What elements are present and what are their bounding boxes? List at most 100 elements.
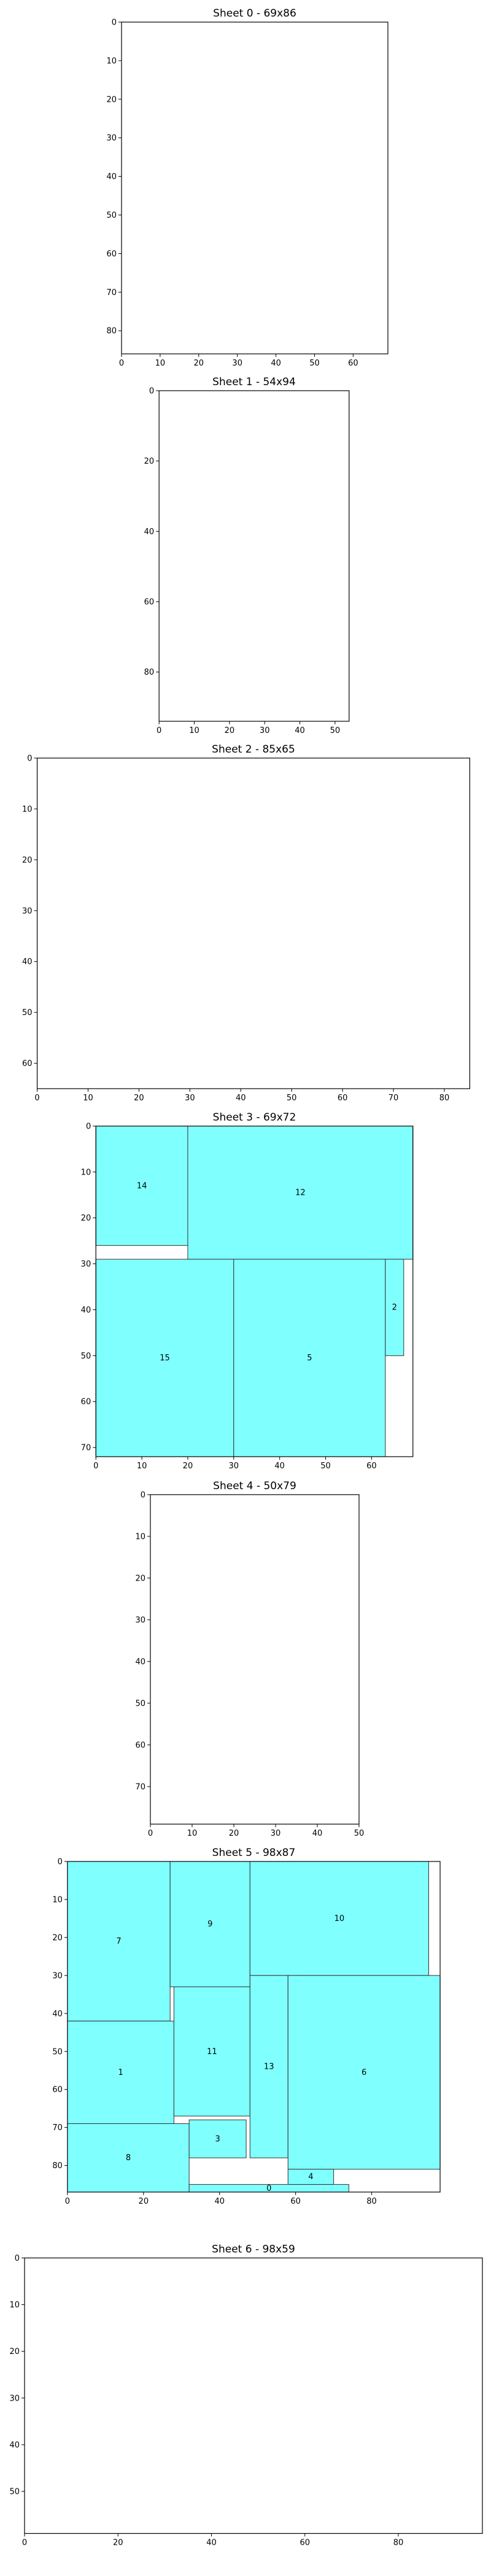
sheet-plot-0: Sheet 0 - 69x86 0 10 20 30 40 50 60 0 10 20 30 40 50 6… (106, 7, 389, 368)
y-tick-label: 70 (106, 288, 117, 297)
x-tick-label: 20 (139, 2197, 149, 2206)
x-tick-label: 30 (232, 359, 242, 368)
piece-label: 2 (392, 1303, 397, 1313)
sheet-plot-4: Sheet 4 - 50x79 0 10 20 30 40 50 0 10 20 30 40 50 60 7… (135, 1480, 364, 1838)
sheet-plot-6: Sheet 6 - 98x59 0 20 40 60 80 0 10 20 30 40 50 (9, 2243, 483, 2548)
piece-label: 10 (334, 1914, 345, 1923)
y-tick-label: 50 (106, 211, 117, 220)
y-tick-label: 0 (149, 387, 154, 396)
y-tick-label: 10 (135, 1532, 145, 1541)
y-tick-label: 80 (52, 2161, 63, 2171)
y-tick-label: 30 (81, 1260, 91, 1269)
y-tick-label: 70 (135, 1782, 145, 1792)
piece-label: 12 (295, 1189, 306, 1198)
sheet-frame (24, 2257, 483, 2534)
x-tick-label: 20 (183, 1462, 193, 1471)
y-tick-label: 0 (15, 2254, 20, 2263)
y-tick-label: 20 (144, 457, 155, 466)
x-tick-label: 10 (83, 1094, 93, 1103)
y-tick-label: 60 (52, 2085, 63, 2095)
x-tick-label: 60 (348, 359, 358, 368)
y-tick-label: 70 (81, 1444, 91, 1453)
sheet-title: Sheet 2 - 85x65 (212, 743, 295, 756)
x-tick-label: 30 (271, 1829, 281, 1838)
x-tick-label: 0 (157, 726, 161, 735)
y-tick-label: 10 (22, 805, 33, 814)
y-tick-label: 60 (81, 1398, 91, 1407)
y-tick-label: 40 (106, 172, 117, 182)
piece-label: 9 (207, 1920, 212, 1929)
x-tick-label: 10 (189, 726, 199, 735)
x-tick-label: 40 (312, 1829, 323, 1838)
y-tick-label: 0 (112, 18, 117, 28)
sheet-title: Sheet 4 - 50x79 (213, 1480, 296, 1492)
x-tick-label: 80 (439, 1094, 450, 1103)
x-tick-label: 0 (148, 1829, 153, 1838)
y-tick-label: 30 (22, 907, 33, 916)
sheet-title: Sheet 0 - 69x86 (213, 7, 296, 20)
x-tick-label: 0 (22, 2539, 27, 2548)
y-tick-label: 50 (9, 2488, 20, 2497)
x-tick-label: 30 (260, 726, 270, 735)
x-tick-label: 20 (225, 726, 235, 735)
x-tick-label: 20 (113, 2539, 123, 2548)
x-tick-label: 30 (185, 1094, 195, 1103)
piece-rect (187, 1125, 414, 1260)
y-tick-label: 50 (22, 1008, 33, 1018)
y-tick-label: 30 (135, 1616, 145, 1625)
x-tick-label: 50 (330, 726, 341, 735)
sheet-frame (158, 390, 350, 722)
x-tick-label: 50 (354, 1829, 365, 1838)
y-tick-label: 10 (106, 56, 117, 66)
piece-rect (287, 1975, 441, 2170)
x-tick-label: 10 (155, 359, 166, 368)
x-tick-label: 40 (206, 2539, 217, 2548)
piece-label: 6 (361, 2068, 366, 2077)
sheet-title: Sheet 1 - 54x94 (212, 376, 296, 388)
sheet-frame (67, 1861, 441, 2193)
x-tick-label: 20 (134, 1094, 144, 1103)
x-tick-label: 40 (214, 2197, 225, 2206)
x-tick-label: 60 (300, 2539, 310, 2548)
piece-rect (173, 1986, 250, 2117)
y-tick-label: 40 (135, 1657, 145, 1666)
piece-rect (385, 1259, 404, 1356)
x-tick-label: 10 (137, 1462, 147, 1471)
sheet-plot-1: Sheet 1 - 54x94 0 10 20 30 40 50 0 20 40 60 80 (144, 376, 350, 735)
piece-label: 8 (126, 2153, 131, 2163)
x-tick-label: 40 (271, 359, 281, 368)
piece-label: 1 (118, 2068, 123, 2077)
sheet-title: Sheet 3 - 69x72 (213, 1111, 296, 1124)
y-tick-label: 60 (22, 1059, 33, 1068)
x-tick-label: 30 (229, 1462, 239, 1471)
y-tick-label: 20 (135, 1574, 145, 1583)
piece-label: 13 (264, 2063, 274, 2072)
sheet-frame (150, 1494, 360, 1825)
piece-label: 7 (116, 1937, 121, 1946)
x-tick-label: 60 (366, 1462, 377, 1471)
y-tick-label: 20 (106, 95, 117, 104)
y-tick-label: 20 (9, 2347, 20, 2356)
y-tick-label: 50 (135, 1699, 145, 1708)
y-tick-label: 50 (52, 2047, 63, 2057)
y-tick-label: 10 (52, 1895, 63, 1904)
y-tick-label: 0 (86, 1122, 91, 1132)
piece-rect (67, 1861, 171, 2022)
y-tick-label: 70 (52, 2123, 63, 2133)
y-tick-label: 80 (144, 668, 155, 677)
x-tick-label: 40 (236, 1094, 246, 1103)
piece-label: 4 (308, 2172, 313, 2182)
y-tick-label: 30 (106, 134, 117, 143)
sheet-frame (36, 757, 471, 1089)
x-tick-label: 50 (287, 1094, 297, 1103)
piece-label: 11 (207, 2047, 217, 2057)
y-tick-label: 40 (9, 2440, 20, 2450)
sheet-frame (121, 21, 389, 355)
x-tick-label: 80 (366, 2197, 377, 2206)
x-tick-label: 0 (34, 1094, 39, 1103)
piece-rect (249, 1861, 429, 1976)
x-tick-label: 70 (389, 1094, 399, 1103)
x-tick-label: 50 (320, 1462, 331, 1471)
x-tick-label: 10 (187, 1829, 198, 1838)
